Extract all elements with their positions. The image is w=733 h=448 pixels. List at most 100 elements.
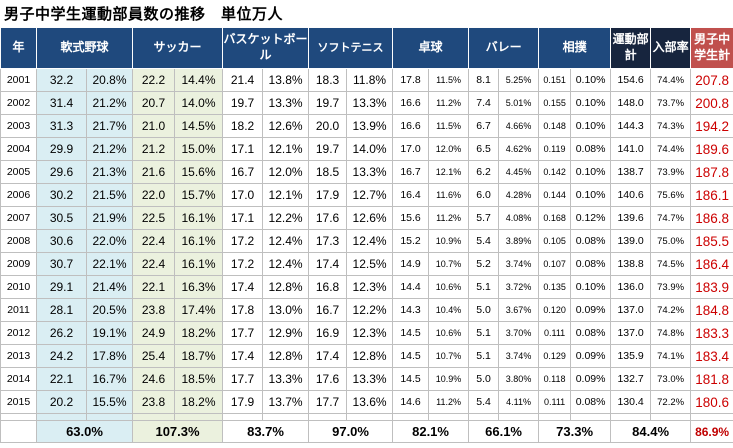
cell-sumo: 0.135 <box>538 275 572 299</box>
cell-student-total: 180.6 <box>690 390 733 414</box>
cell-sumo-pct: 0.09% <box>570 344 612 368</box>
summary-student-total: 86.9% <box>690 420 733 443</box>
table-row: 2010 29.1 21.4% 22.1 16.3% 17.4 12.8% 16.8 12.3%… <box>0 275 733 299</box>
cell-volleyball: 5.1 <box>468 321 500 345</box>
cell-rubber-baseball: 30.2 <box>36 183 87 207</box>
cell-rubber-baseball: 30.5 <box>36 206 87 230</box>
cell-soft-tennis: 17.9 <box>308 183 348 207</box>
cell-soccer: 21.2 <box>132 137 176 161</box>
summary-sumo: 73.3% <box>538 420 612 443</box>
table-body: 2001 32.2 20.8% 22.2 14.4% 21.4 13.8% 18.3 11.8%… <box>0 68 733 414</box>
cell-volleyball-pct: 4.08% <box>498 206 540 230</box>
cell-basketball: 16.7 <box>222 160 264 184</box>
cell-soccer-pct: 18.2% <box>174 390 224 414</box>
cell-soccer-pct: 16.1% <box>174 252 224 276</box>
cell-table-tennis: 14.4 <box>392 275 430 299</box>
cell-volleyball: 6.7 <box>468 114 500 138</box>
cell-rubber-baseball: 26.2 <box>36 321 87 345</box>
cell-basketball: 17.8 <box>222 298 264 322</box>
cell-rubber-baseball: 29.6 <box>36 160 87 184</box>
cell-year: 2001 <box>0 68 37 92</box>
cell-student-total: 189.6 <box>690 137 733 161</box>
cell-soft-tennis: 16.7 <box>308 298 348 322</box>
cell-table-tennis-pct: 11.2% <box>428 91 470 115</box>
cell-student-total: 181.8 <box>690 367 733 391</box>
cell-table-tennis-pct: 11.5% <box>428 114 470 138</box>
col-header-club-total: 運動部計 <box>610 27 652 69</box>
cell-table-tennis: 14.3 <box>392 298 430 322</box>
cell-join-rate: 74.2% <box>650 298 692 322</box>
cell-club-total: 140.6 <box>610 183 652 207</box>
cell-soft-tennis-pct: 12.2% <box>346 298 394 322</box>
cell-join-rate: 74.1% <box>650 344 692 368</box>
cell-sumo-pct: 0.12% <box>570 206 612 230</box>
cell-year: 2014 <box>0 367 37 391</box>
cell-soft-tennis: 17.6 <box>308 367 348 391</box>
table-row: 2006 30.2 21.5% 22.0 15.7% 17.0 12.1% 17.9 12.7%… <box>0 183 733 207</box>
cell-student-total: 183.4 <box>690 344 733 368</box>
cell-table-tennis: 17.0 <box>392 137 430 161</box>
cell-year: 2011 <box>0 298 37 322</box>
summary-year-empty <box>0 420 37 443</box>
cell-year: 2008 <box>0 229 37 253</box>
cell-join-rate: 74.5% <box>650 252 692 276</box>
summary-rubber-baseball: 63.0% <box>35 420 134 443</box>
cell-table-tennis-pct: 11.5% <box>428 68 470 92</box>
cell-sumo: 0.118 <box>538 367 572 391</box>
cell-rubber-baseball-pct: 21.7% <box>85 114 134 138</box>
cell-basketball-pct: 12.9% <box>262 321 310 345</box>
cell-club-total: 137.0 <box>610 298 652 322</box>
cell-basketball: 21.4 <box>222 68 264 92</box>
cell-soft-tennis-pct: 12.4% <box>346 229 394 253</box>
cell-year: 2006 <box>0 183 37 207</box>
cell-soft-tennis: 17.4 <box>308 252 348 276</box>
cell-soccer-pct: 16.1% <box>174 206 224 230</box>
cell-table-tennis: 16.6 <box>392 91 430 115</box>
cell-club-total: 148.0 <box>610 91 652 115</box>
table-row: 2015 20.2 15.5% 23.8 18.2% 17.9 13.7% 17.7 13.6%… <box>0 390 733 414</box>
col-header-soft-tennis: ソフトテニス <box>308 27 394 69</box>
cell-student-total: 185.5 <box>690 229 733 253</box>
table-row: 2002 31.4 21.2% 20.7 14.0% 19.7 13.3% 19.7 13.3%… <box>0 91 733 115</box>
cell-volleyball-pct: 3.80% <box>498 367 540 391</box>
cell-volleyball-pct: 4.28% <box>498 183 540 207</box>
cell-soccer-pct: 15.0% <box>174 137 224 161</box>
cell-volleyball: 6.5 <box>468 137 500 161</box>
cell-rubber-baseball: 29.1 <box>36 275 87 299</box>
cell-sumo-pct: 0.09% <box>570 367 612 391</box>
col-header-rubber-baseball: 軟式野球 <box>35 27 134 69</box>
cell-soccer-pct: 14.5% <box>174 114 224 138</box>
cell-sumo-pct: 0.10% <box>570 160 612 184</box>
cell-soccer: 22.2 <box>132 68 176 92</box>
cell-table-tennis-pct: 10.9% <box>428 229 470 253</box>
cell-soccer-pct: 14.0% <box>174 91 224 115</box>
cell-soccer-pct: 15.6% <box>174 160 224 184</box>
cell-basketball-pct: 12.4% <box>262 252 310 276</box>
spacer-row <box>0 413 733 421</box>
cell-student-total: 207.8 <box>690 68 733 92</box>
cell-soccer: 24.9 <box>132 321 176 345</box>
cell-sumo: 0.105 <box>538 229 572 253</box>
cell-soft-tennis-pct: 12.5% <box>346 252 394 276</box>
cell-soccer: 22.4 <box>132 229 176 253</box>
summary-soft-tennis: 97.0% <box>308 420 394 443</box>
cell-table-tennis: 14.5 <box>392 367 430 391</box>
cell-rubber-baseball: 20.2 <box>36 390 87 414</box>
cell-sumo: 0.111 <box>538 390 572 414</box>
cell-rubber-baseball-pct: 21.5% <box>85 183 134 207</box>
cell-volleyball-pct: 3.70% <box>498 321 540 345</box>
cell-soft-tennis: 16.8 <box>308 275 348 299</box>
cell-soccer-pct: 16.3% <box>174 275 224 299</box>
cell-soft-tennis-pct: 12.6% <box>346 206 394 230</box>
cell-basketball-pct: 12.6% <box>262 114 310 138</box>
table-row: 2005 29.6 21.3% 21.6 15.6% 16.7 12.0% 18.5 13.3%… <box>0 160 733 184</box>
cell-club-total: 132.7 <box>610 367 652 391</box>
cell-volleyball-pct: 4.66% <box>498 114 540 138</box>
cell-basketball: 17.9 <box>222 390 264 414</box>
cell-basketball-pct: 12.0% <box>262 160 310 184</box>
cell-volleyball-pct: 3.72% <box>498 275 540 299</box>
cell-soccer-pct: 14.4% <box>174 68 224 92</box>
cell-join-rate: 73.0% <box>650 367 692 391</box>
cell-sumo: 0.119 <box>538 137 572 161</box>
summary-table-tennis: 82.1% <box>392 420 470 443</box>
